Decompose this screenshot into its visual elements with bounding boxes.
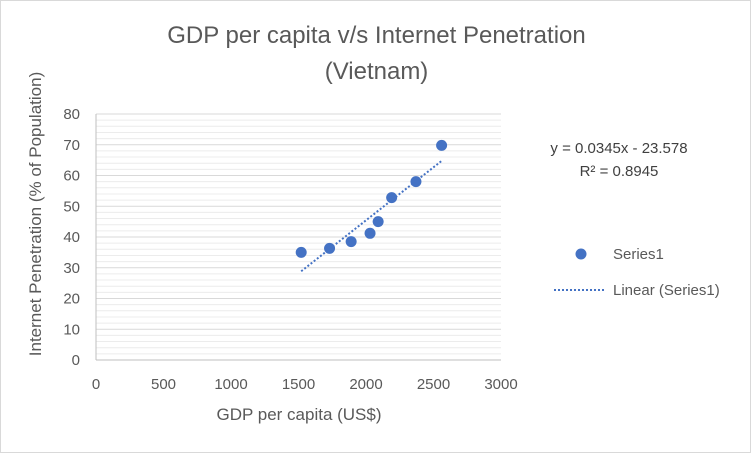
x-tick-label: 3000 (484, 376, 517, 393)
trendline-r-squared: R² = 0.8945 (580, 163, 659, 180)
y-tick-label: 70 (63, 137, 80, 154)
legend: Series1 Linear (Series1) (554, 246, 720, 299)
trendline (300, 160, 443, 273)
y-tick-label: 40 (63, 229, 80, 246)
data-point (386, 192, 398, 204)
data-point (295, 246, 307, 258)
legend-marker-series1 (575, 248, 587, 260)
x-tick-label: 0 (92, 376, 100, 393)
axes (95, 114, 501, 361)
y-tick-label: 60 (63, 168, 80, 185)
y-axis-tick-labels: 0 10 20 30 40 50 60 70 80 (63, 106, 80, 369)
data-point (324, 242, 336, 254)
data-point (364, 227, 376, 239)
data-point (372, 216, 384, 228)
data-point (410, 176, 422, 188)
y-tick-label: 50 (63, 198, 80, 215)
chart-title-line-2: (Vietnam) (324, 58, 429, 85)
gridlines (96, 113, 501, 355)
data-point (436, 139, 448, 151)
y-tick-label: 80 (63, 106, 80, 123)
y-tick-label: 10 (63, 321, 80, 338)
y-tick-label: 0 (72, 352, 80, 369)
data-point (345, 236, 357, 248)
x-tick-label: 2000 (349, 376, 382, 393)
y-axis-title: Internet Penetration (% of Population) (26, 72, 45, 356)
y-tick-label: 30 (63, 260, 80, 277)
x-axis-tick-labels: 0 500 1000 1500 2000 2500 3000 (92, 376, 518, 393)
chart-title-line-1: GDP per capita v/s Internet Penetration (167, 22, 586, 49)
x-tick-label: 1000 (214, 376, 247, 393)
legend-label-trendline: Linear (Series1) (613, 282, 720, 299)
data-points (295, 139, 448, 258)
x-tick-label: 1500 (282, 376, 315, 393)
x-tick-label: 2500 (417, 376, 450, 393)
y-tick-label: 20 (63, 291, 80, 308)
trendline-equation: y = 0.0345x - 23.578 (550, 140, 687, 157)
x-tick-label: 500 (151, 376, 176, 393)
legend-label-series1: Series1 (613, 246, 664, 263)
x-axis-title: GDP per capita (US$) (216, 405, 381, 424)
trendline-group (300, 160, 443, 273)
